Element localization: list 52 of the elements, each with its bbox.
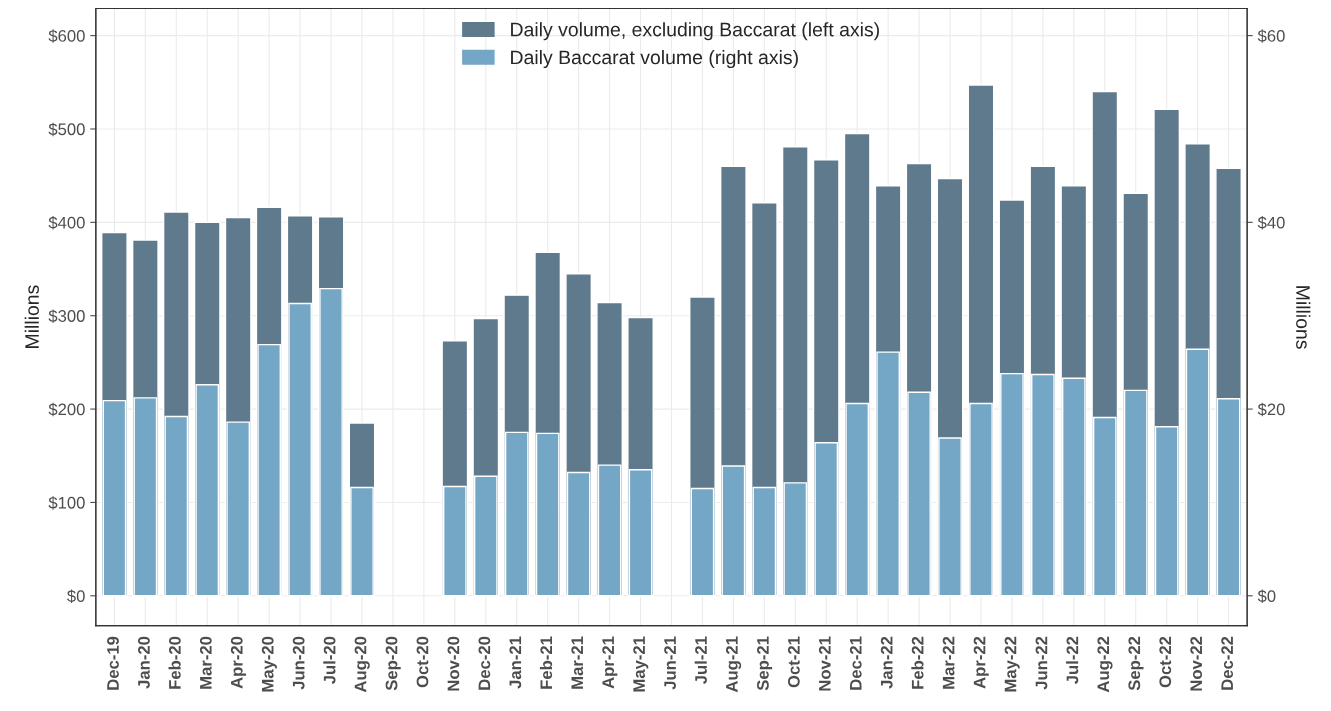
y2-tick-label: $40 xyxy=(1257,216,1285,230)
x-tick-label: Mar-20 xyxy=(199,636,212,689)
x-tick-label: Jul-21 xyxy=(694,636,707,685)
x-tick-label: Jan-20 xyxy=(138,636,150,689)
y-tick-label: $600 xyxy=(48,29,85,43)
y-tick-label: $500 xyxy=(48,122,85,137)
x-tick-label: Jul-22 xyxy=(1066,636,1079,685)
x-tick-label: Feb-22 xyxy=(911,636,924,689)
y2-axis-title: Millions xyxy=(1296,286,1311,349)
x-tick-label: Jun-22 xyxy=(1035,636,1048,690)
x-tick-label: Mar-22 xyxy=(942,636,955,689)
y-tick-label: $300 xyxy=(48,309,85,323)
y2-tick-label: $0 xyxy=(1257,589,1276,603)
x-tick-label: Mar-21 xyxy=(571,636,584,689)
x-tick-label: Sep-20 xyxy=(385,636,401,691)
x-tick-label: Dec-19 xyxy=(107,636,119,690)
x-tick-label: Feb-20 xyxy=(168,636,181,689)
x-tick-label: Apr-20 xyxy=(230,636,246,689)
x-tick-label: Apr-21 xyxy=(602,636,618,689)
x-tick-label: Oct-21 xyxy=(787,636,800,688)
x-tick-label: Nov-22 xyxy=(1190,636,1203,691)
x-tick-label: Dec-20 xyxy=(478,636,491,690)
x-tick-label: Sep-22 xyxy=(1128,636,1144,691)
legend-label: Daily volume, excluding Baccarat (left axis) xyxy=(511,22,879,41)
x-tick-label: Dec-22 xyxy=(1221,636,1234,690)
x-tick-label: Jul-20 xyxy=(323,636,336,685)
x-tick-label: Nov-20 xyxy=(447,636,460,691)
x-tick-label: Jun-21 xyxy=(664,636,676,690)
x-tick-label: Aug-22 xyxy=(1097,636,1113,693)
x-tick-label: Oct-20 xyxy=(416,636,429,688)
x-tick-label: Apr-22 xyxy=(973,636,989,689)
x-tick-label: Aug-21 xyxy=(725,636,742,693)
y-tick-label: $400 xyxy=(48,216,85,230)
x-tick-label: Jan-21 xyxy=(509,636,522,689)
x-tick-label: Oct-22 xyxy=(1159,636,1172,688)
x-tick-label: May-22 xyxy=(1004,636,1020,692)
y-axis-title: Millions xyxy=(24,285,39,348)
x-tick-label: Feb-21 xyxy=(539,636,553,689)
y-tick-label: $0 xyxy=(67,589,85,603)
x-tick-label: May-20 xyxy=(261,636,277,692)
y2-tick-label: $20 xyxy=(1257,402,1285,417)
x-tick-label: May-21 xyxy=(633,636,649,692)
x-tick-label: Nov-21 xyxy=(818,636,831,691)
legend-label: Daily Baccarat volume (right axis) xyxy=(511,49,798,69)
y-tick-label: $100 xyxy=(48,496,85,510)
y2-tick-label: $60 xyxy=(1257,29,1285,43)
x-tick-label: Aug-20 xyxy=(354,636,370,693)
x-tick-label: Jan-22 xyxy=(880,636,893,689)
x-tick-label: Jun-20 xyxy=(292,636,305,690)
x-tick-label: Dec-21 xyxy=(849,636,862,690)
y-tick-label: $200 xyxy=(48,402,85,417)
x-tick-label: Sep-21 xyxy=(757,636,773,691)
